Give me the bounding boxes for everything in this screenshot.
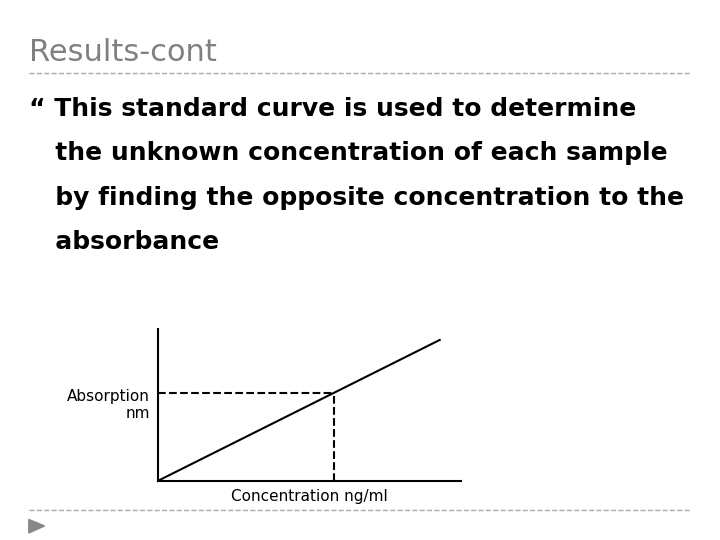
Y-axis label: Absorption
nm: Absorption nm: [67, 389, 150, 421]
Text: absorbance: absorbance: [29, 230, 219, 254]
Text: by finding the opposite concentration to the: by finding the opposite concentration to…: [29, 186, 684, 210]
X-axis label: Concentration ng/ml: Concentration ng/ml: [231, 489, 388, 504]
Polygon shape: [29, 519, 45, 533]
Text: Results-cont: Results-cont: [29, 38, 217, 67]
Text: the unknown concentration of each sample: the unknown concentration of each sample: [29, 141, 667, 165]
Text: “ This standard curve is used to determine: “ This standard curve is used to determi…: [29, 97, 636, 121]
